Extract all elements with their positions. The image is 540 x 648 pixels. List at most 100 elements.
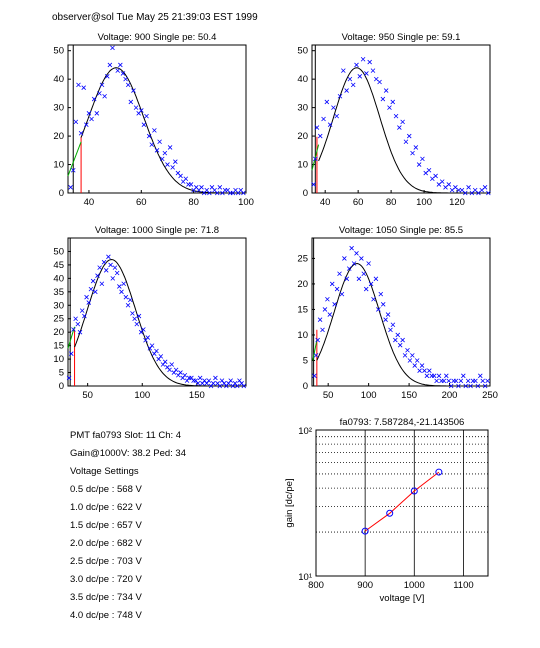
data-point	[387, 105, 392, 110]
data-point	[86, 300, 92, 305]
data-point	[413, 145, 419, 150]
data-point	[446, 378, 452, 384]
pedestal-fit	[67, 141, 82, 177]
data-point	[363, 286, 369, 292]
data-point	[107, 62, 113, 68]
data-point	[170, 165, 175, 170]
data-point	[68, 185, 73, 190]
data-point	[344, 88, 349, 93]
gain-point	[435, 468, 443, 476]
data-point	[354, 62, 359, 68]
y-tick-label: 25	[297, 253, 308, 264]
data-point	[357, 74, 363, 79]
data-point	[334, 286, 340, 292]
data-point	[115, 68, 121, 73]
data-point	[73, 119, 79, 125]
y-tick-label: 45	[53, 260, 64, 271]
data-point	[337, 271, 342, 277]
data-point	[94, 111, 100, 116]
data-point	[97, 265, 102, 270]
gain-point	[361, 527, 369, 535]
data-point	[390, 322, 396, 328]
data-point	[131, 88, 136, 93]
data-point	[214, 190, 220, 196]
data-point	[370, 68, 376, 73]
data-point	[217, 383, 223, 389]
data-point	[182, 372, 188, 378]
pmt-info: PMT fa0793 Slot: 11 Ch: 4	[70, 430, 182, 441]
gain-point	[410, 487, 418, 495]
data-point	[359, 256, 364, 261]
spectrum-panel-1: Voltage: 900 Single pe: 50.4 40 60 80 100 0 10…	[53, 32, 254, 208]
x-tick-label: 900	[357, 580, 373, 591]
data-point	[120, 71, 126, 76]
data-point	[191, 378, 196, 383]
data-point	[441, 378, 447, 384]
data-point	[341, 68, 346, 73]
data-point	[361, 271, 367, 277]
data-point	[325, 296, 330, 302]
data-point	[197, 375, 203, 381]
data-point	[368, 281, 374, 287]
data-point	[167, 367, 172, 373]
data-point	[420, 156, 425, 162]
data-point	[371, 296, 376, 302]
x-tick-label: 800	[308, 580, 324, 591]
data-point	[241, 190, 246, 196]
data-point	[342, 256, 347, 261]
data-point	[327, 312, 333, 317]
data-point	[322, 307, 328, 312]
data-point	[403, 139, 409, 145]
data-point	[104, 74, 110, 79]
panel-title: fa0793: 7.587284,-21.143506	[340, 417, 465, 428]
gaussian-fit	[74, 258, 246, 387]
pedestal-fit	[312, 339, 318, 361]
data-point	[383, 317, 388, 322]
data-point	[70, 167, 76, 173]
pedestal-fit	[311, 144, 320, 171]
data-point	[68, 351, 74, 356]
data-point	[139, 108, 144, 113]
data-point	[154, 348, 159, 354]
y-tick-label: 40	[53, 74, 64, 85]
data-point	[320, 327, 325, 333]
axes-frame	[315, 429, 489, 577]
data-point	[127, 297, 133, 303]
data-point	[114, 270, 120, 276]
data-point	[313, 353, 319, 358]
data-point	[93, 289, 98, 295]
data-point	[71, 327, 76, 332]
panel-title: Voltage: 950 Single pe: 59.1	[342, 32, 461, 43]
gain-point	[386, 509, 394, 517]
data-point	[152, 128, 157, 133]
data-point	[380, 302, 386, 307]
voltage-setting: 1.5 dc/pe : 657 V	[70, 520, 142, 531]
data-point	[81, 85, 86, 90]
y-tick-label: 20	[297, 131, 308, 142]
data-point	[178, 173, 183, 179]
axes-frame	[311, 237, 491, 387]
data-point	[110, 45, 115, 51]
data-point	[145, 335, 151, 340]
data-point	[332, 302, 337, 307]
data-point	[84, 294, 89, 300]
data-point	[75, 321, 81, 327]
data-point	[406, 133, 412, 139]
data-point	[110, 276, 116, 281]
x-tick-label: 50	[323, 390, 334, 401]
data-point	[108, 262, 113, 268]
data-point	[482, 383, 488, 389]
x-tick-label: 60	[136, 197, 147, 208]
data-point	[317, 133, 323, 139]
data-point	[103, 268, 109, 273]
data-point	[102, 93, 107, 99]
data-point	[468, 383, 473, 389]
panel-title: Voltage: 900 Single pe: 50.4	[98, 32, 217, 43]
data-point	[360, 56, 366, 62]
x-tick-label: 200	[442, 390, 458, 401]
data-point	[400, 337, 405, 343]
data-point	[453, 378, 459, 384]
y-tick-label: 5	[59, 368, 64, 379]
data-point	[397, 342, 403, 348]
